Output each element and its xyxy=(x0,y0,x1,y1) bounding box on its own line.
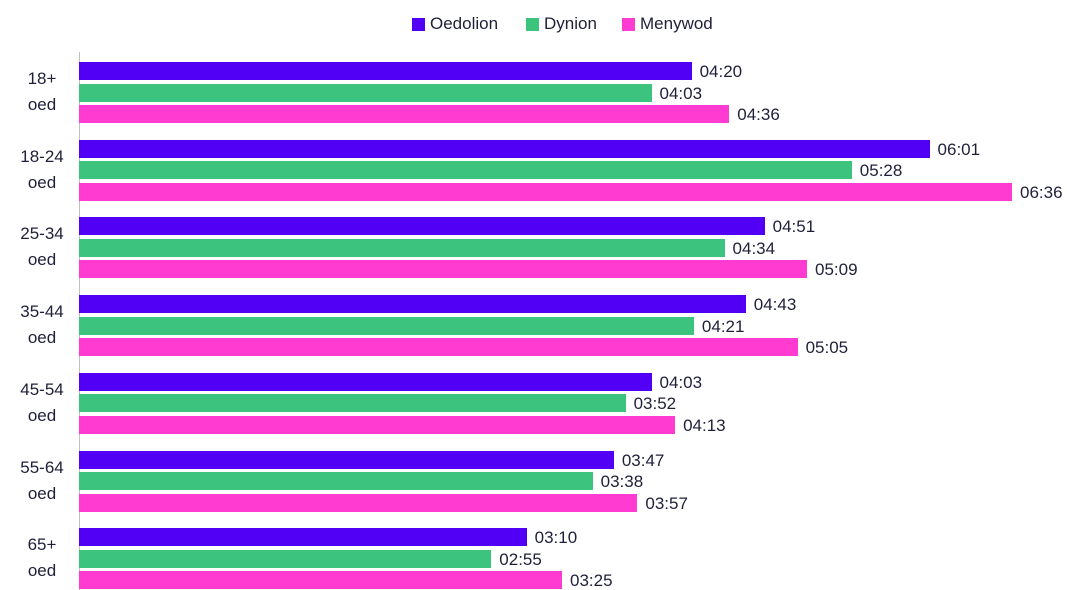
bar xyxy=(79,472,593,490)
bar xyxy=(79,338,798,357)
legend-swatch xyxy=(622,18,635,31)
category-label: 65+ oed xyxy=(27,535,57,581)
value-label: 03:10 xyxy=(534,528,578,548)
category-label: 45-54 oed xyxy=(20,379,64,425)
bar xyxy=(79,83,652,102)
value-label: 04:21 xyxy=(701,316,745,336)
value-label: 03:57 xyxy=(645,493,688,513)
value-label: 04:51 xyxy=(772,217,816,237)
bar xyxy=(79,571,562,590)
value-label: 04:03 xyxy=(659,372,703,392)
bar xyxy=(79,260,808,279)
category-label: 18-24 oed xyxy=(20,146,64,192)
value-label: 04:20 xyxy=(699,62,743,81)
bar xyxy=(79,316,694,335)
category-label: 55-64 oed xyxy=(20,457,64,503)
bar xyxy=(79,549,492,568)
bar xyxy=(79,450,614,469)
value-label: 06:36 xyxy=(1020,182,1063,202)
value-label: 03:38 xyxy=(600,472,644,491)
category-label: 18+ oed xyxy=(27,69,57,114)
bar xyxy=(79,217,765,236)
legend-swatch xyxy=(526,18,539,31)
value-label: 05:09 xyxy=(815,260,858,280)
bar xyxy=(79,105,730,123)
bar xyxy=(79,139,930,158)
value-label: 03:52 xyxy=(633,394,677,414)
value-label: 04:34 xyxy=(732,238,776,258)
value-label: 02:55 xyxy=(499,549,542,569)
value-label: 05:28 xyxy=(859,161,903,181)
value-label: 04:03 xyxy=(659,83,703,103)
legend-label: Oedolion xyxy=(430,14,499,33)
legend-label: Dynion xyxy=(544,14,597,33)
bar xyxy=(79,415,676,434)
bar xyxy=(79,528,527,547)
value-label: 04:13 xyxy=(683,415,726,435)
value-label: 03:25 xyxy=(569,571,613,590)
bar xyxy=(79,372,652,391)
bar xyxy=(79,182,1012,201)
bar xyxy=(79,62,692,80)
bar xyxy=(79,295,746,314)
bar xyxy=(79,238,725,257)
value-label: 04:43 xyxy=(753,295,797,315)
category-label: 25-34 oed xyxy=(20,224,64,270)
value-label: 06:01 xyxy=(937,139,981,159)
bar xyxy=(79,394,626,413)
legend-swatch xyxy=(412,18,425,31)
category-label: 35-44 oed xyxy=(20,302,64,348)
value-label: 05:05 xyxy=(805,338,849,358)
value-label: 04:36 xyxy=(737,105,780,124)
value-label: 03:47 xyxy=(621,450,665,470)
bar xyxy=(79,493,638,512)
bar xyxy=(79,161,852,180)
legend-label: Menywod xyxy=(640,14,713,33)
